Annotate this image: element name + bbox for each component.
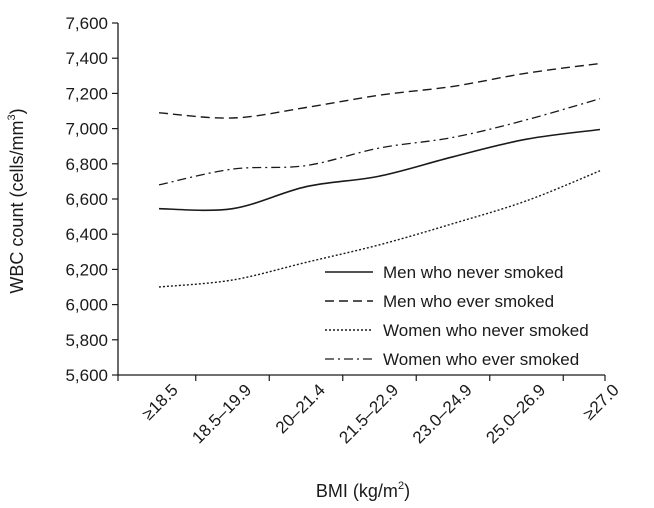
legend-label-women-who-ever-smoked: Women who ever smoked xyxy=(383,350,579,369)
y-tick-label: 7,000 xyxy=(65,120,108,139)
x-tick-label: 20–21.4 xyxy=(272,380,329,437)
y-tick-label: 6,200 xyxy=(65,260,108,279)
series-line-women-who-never-smoked xyxy=(158,170,601,288)
y-tick-label: 5,800 xyxy=(65,331,108,350)
legend-label-men-who-ever-smoked: Men who ever smoked xyxy=(383,292,554,311)
y-tick-label: 7,200 xyxy=(65,84,108,103)
x-tick-label: ≥18.5 xyxy=(138,380,181,423)
y-tick-label: 6,800 xyxy=(65,155,108,174)
legend-label-men-who-never-smoked: Men who never smoked xyxy=(383,263,563,282)
x-axis: ≥18.5 18.5–19.9 20–21.4 21.5–22.9 23.0–24.9 2… xyxy=(117,374,623,447)
y-tick-label: 6,000 xyxy=(65,296,108,315)
y-tick-label: 6,400 xyxy=(65,225,108,244)
y-axis: 5,600 5,800 6,000 6,200 6,400 6,600 6,800 7,000… xyxy=(65,14,119,385)
y-axis-title: WBC count (cells/mm3) xyxy=(6,108,27,293)
x-tick-label: ≥27.0 xyxy=(579,380,622,423)
x-tick-label: 25.0–26.9 xyxy=(482,380,549,447)
y-tick-label: 7,400 xyxy=(65,49,108,68)
series-line-men-who-ever-smoked xyxy=(158,62,601,119)
legend-label-women-who-never-smoked: Women who never smoked xyxy=(383,321,589,340)
legend: Men who never smoked Men who ever smoked W… xyxy=(325,263,589,369)
series-line-men-who-never-smoked xyxy=(158,128,601,212)
x-axis-title: BMI (kg/m2) xyxy=(316,480,410,501)
y-tick-label: 7,600 xyxy=(65,14,108,33)
x-tick-label: 18.5–19.9 xyxy=(188,380,255,447)
y-tick-label: 5,600 xyxy=(65,366,108,385)
x-tick-label: 21.5–22.9 xyxy=(335,380,402,447)
y-tick-label: 6,600 xyxy=(65,190,108,209)
series-line-women-who-ever-smoked xyxy=(158,98,601,186)
x-tick-label: 23.0–24.9 xyxy=(409,380,476,447)
series-layer xyxy=(158,62,601,288)
